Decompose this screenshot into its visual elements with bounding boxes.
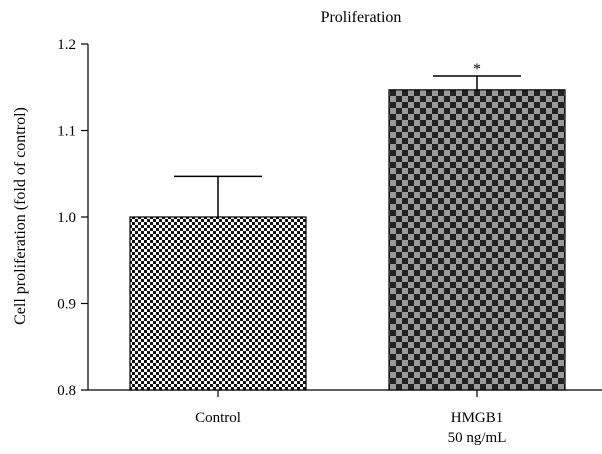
y-axis-label: Cell proliferation (fold of control) [12,107,29,325]
bars: * [129,61,566,391]
y-ticks: 0.8 0.9 1.0 1.1 1.2 [57,37,88,399]
significance-marker-1: * [473,61,481,78]
category-label-1-line-0: HMGB1 [451,410,504,426]
y-tick-label-0: 0.8 [57,383,76,399]
y-tick-label-2: 1.0 [57,210,76,226]
chart-title: Proliferation [321,9,402,26]
bar-1 [388,89,566,391]
category-labels: Control HMGB1 50 ng/mL [195,390,506,446]
bar-0 [129,216,307,391]
y-tick-label-1: 0.9 [57,297,76,313]
y-tick-label-4: 1.2 [57,37,76,53]
category-label-0: Control [195,410,241,426]
category-label-1-line-1: 50 ng/mL [448,430,507,446]
y-tick-label-3: 1.1 [57,124,76,140]
